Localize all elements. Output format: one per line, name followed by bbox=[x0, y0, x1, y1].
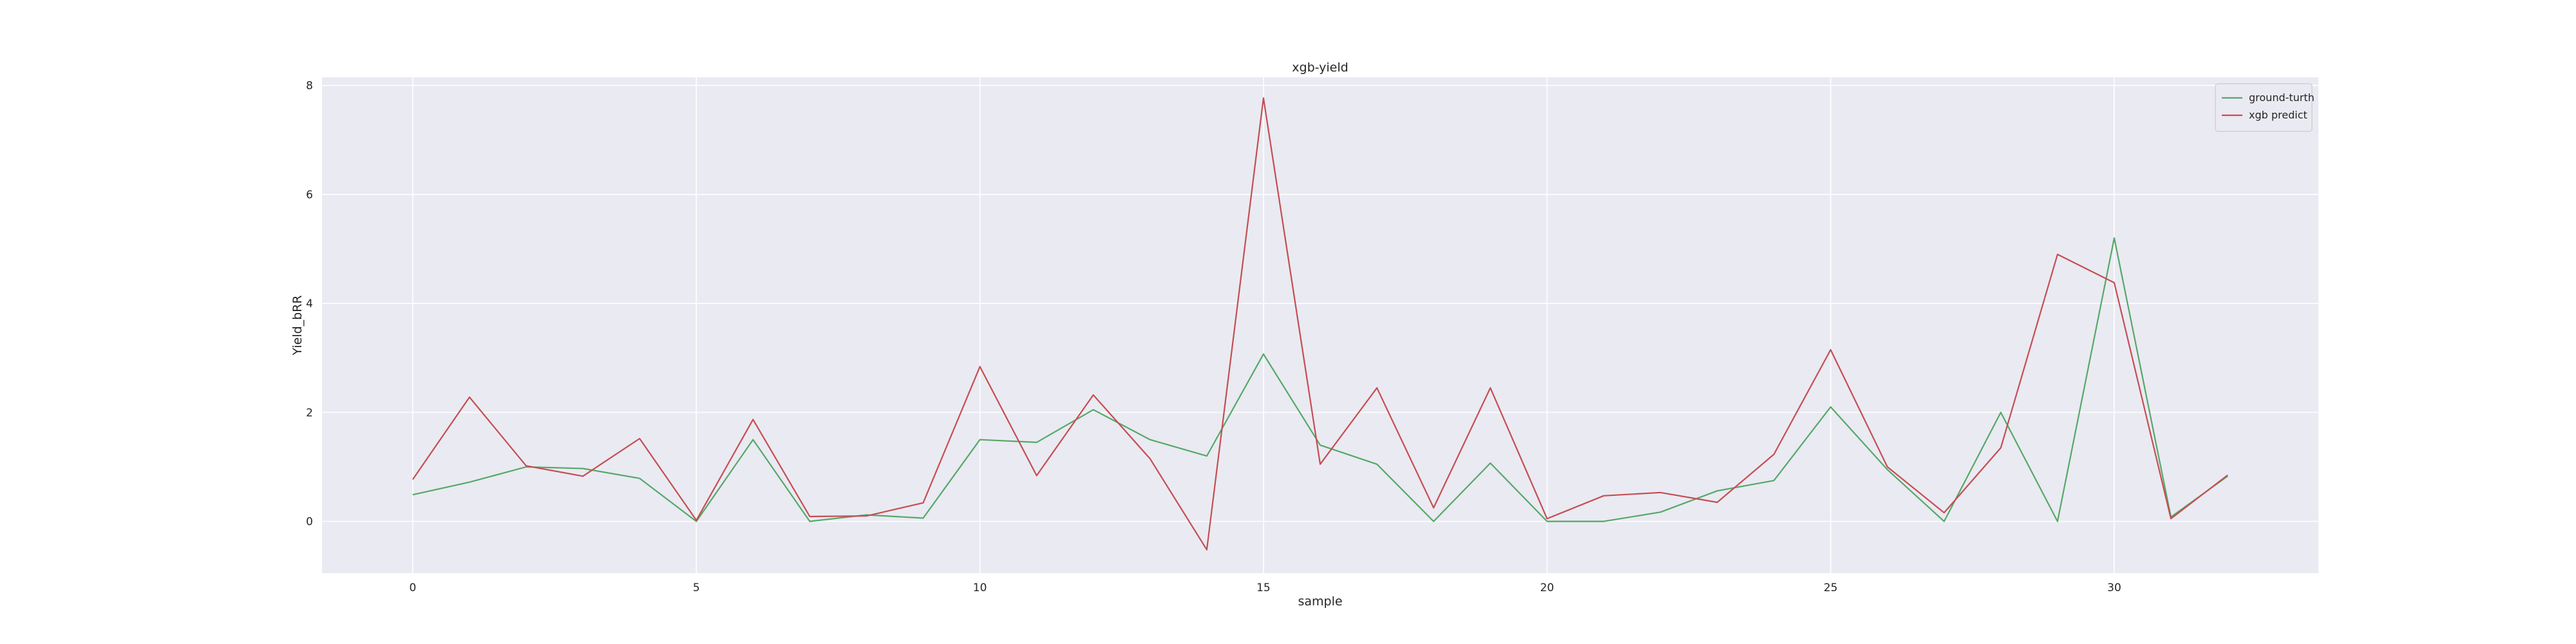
x-tick-label: 5 bbox=[693, 582, 700, 594]
series-line-1 bbox=[412, 237, 2228, 522]
x-axis-label: sample bbox=[1298, 594, 1342, 609]
x-tick-label: 0 bbox=[409, 582, 416, 594]
legend-label-1: ground-turth bbox=[2249, 91, 2315, 104]
ticks: 0 5 10 15 20 25 30 0 2 4 6 8 bbox=[306, 80, 2121, 594]
legend-label-2: xgb predict bbox=[2249, 109, 2307, 121]
y-tick-label: 4 bbox=[306, 298, 313, 310]
y-tick-label: 8 bbox=[306, 80, 313, 93]
y-tick-label: 2 bbox=[306, 406, 313, 419]
y-tick-label: 6 bbox=[306, 189, 313, 202]
x-tick-label: 30 bbox=[2107, 582, 2121, 594]
y-axis-label: Yield_bRR bbox=[290, 295, 305, 355]
x-tick-label: 25 bbox=[1824, 582, 1838, 594]
x-tick-label: 20 bbox=[1540, 582, 1554, 594]
y-tick-label: 0 bbox=[306, 516, 313, 529]
x-tick-label: 15 bbox=[1256, 582, 1271, 594]
x-tick-label: 10 bbox=[973, 582, 987, 594]
legend: ground-turth xgb predict bbox=[2215, 83, 2315, 132]
series-layer bbox=[412, 97, 2228, 551]
legend-frame bbox=[2215, 83, 2313, 132]
chart-title: xgb-yield bbox=[1292, 61, 1348, 75]
grid bbox=[322, 77, 2318, 573]
plot-area bbox=[322, 77, 2318, 573]
series-line-2 bbox=[412, 97, 2228, 551]
